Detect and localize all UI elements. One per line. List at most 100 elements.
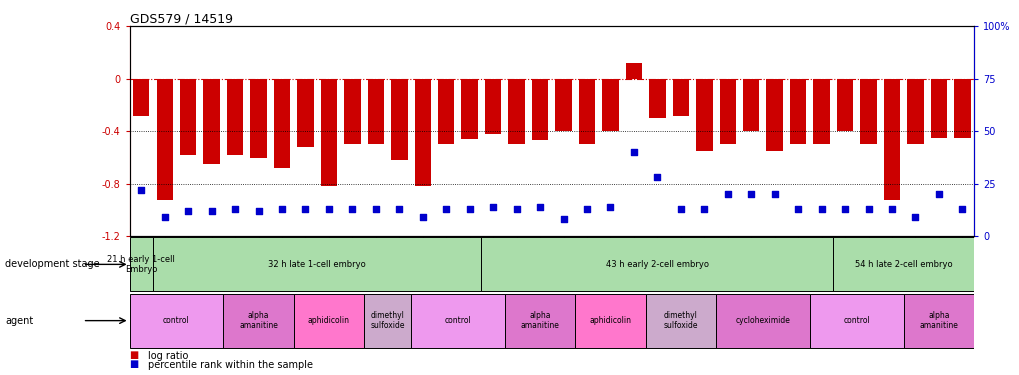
Text: cycloheximide: cycloheximide [735,316,790,325]
Text: 54 h late 2-cell embryo: 54 h late 2-cell embryo [854,260,952,269]
Bar [507,79,525,144]
Bar [953,79,970,138]
Bar [859,79,876,144]
Point [157,214,173,220]
Text: agent: agent [5,316,34,326]
Bar [414,79,431,186]
Point [672,206,688,212]
Point [625,149,642,155]
Bar [504,294,575,348]
Bar [156,79,173,200]
Point [320,206,336,212]
Text: ■: ■ [129,350,139,360]
Bar [625,63,642,79]
Point [438,206,454,212]
Bar [554,79,572,131]
Point [742,191,758,197]
Bar [367,79,384,144]
Bar [223,294,293,348]
Bar [833,237,973,291]
Bar [836,79,853,131]
Bar [695,79,712,151]
Bar [390,79,408,160]
Point [251,208,267,214]
Bar [929,79,947,138]
Point [718,191,735,197]
Bar [715,294,809,348]
Point [648,174,664,180]
Point [836,206,852,212]
Bar [601,79,619,131]
Bar [789,79,806,144]
Bar [882,79,900,200]
Bar [411,294,504,348]
Bar [481,237,833,291]
Point [507,206,524,212]
Bar [648,79,665,118]
Text: dimethyl
sulfoxide: dimethyl sulfoxide [663,311,697,330]
Bar [484,79,501,134]
Bar [645,294,715,348]
Point [484,204,500,210]
Bar [250,79,267,158]
Bar [179,79,197,155]
Text: 43 h early 2-cell embryo: 43 h early 2-cell embryo [605,260,708,269]
Bar [297,79,314,147]
Bar [153,237,481,291]
Bar [906,79,923,144]
Point [133,187,150,193]
Point [390,206,407,212]
Text: alpha
amanitine: alpha amanitine [918,311,958,330]
Bar [129,294,223,348]
Point [859,206,875,212]
Text: 21 h early 1-cell
Embryo: 21 h early 1-cell Embryo [107,255,175,274]
Text: GDS579 / 14519: GDS579 / 14519 [129,12,232,25]
Text: alpha
amanitine: alpha amanitine [238,311,278,330]
Bar [364,294,411,348]
Bar [129,237,153,291]
Bar [461,79,478,139]
Bar [531,79,548,141]
Text: percentile rank within the sample: percentile rank within the sample [148,360,313,370]
Text: control: control [444,316,471,325]
Text: control: control [843,316,869,325]
Point [953,206,969,212]
Bar [575,294,645,348]
Point [180,208,197,214]
Point [812,206,828,212]
Point [882,206,899,212]
Text: 32 h late 1-cell embryo: 32 h late 1-cell embryo [268,260,366,269]
Point [227,206,244,212]
Bar [742,79,759,131]
Bar [293,294,364,348]
Text: aphidicolin: aphidicolin [589,316,631,325]
Bar [437,79,454,144]
Point [929,191,946,197]
Bar [132,79,150,116]
Point [554,216,571,222]
Bar [903,294,973,348]
Bar [226,79,244,155]
Point [765,191,782,197]
Point [273,206,290,212]
Text: control: control [163,316,190,325]
Point [461,206,477,212]
Point [204,208,220,214]
Bar [672,79,689,116]
Text: alpha
amanitine: alpha amanitine [520,311,559,330]
Point [343,206,361,212]
Bar [578,79,595,144]
Point [789,206,805,212]
Point [906,214,922,220]
Point [601,204,618,210]
Point [367,206,383,212]
Text: log ratio: log ratio [148,351,189,361]
Bar [343,79,361,144]
Point [414,214,430,220]
Text: ■: ■ [129,359,139,369]
Bar [203,79,220,164]
Point [532,204,548,210]
Bar [320,79,337,186]
Text: development stage: development stage [5,260,100,269]
Point [695,206,711,212]
